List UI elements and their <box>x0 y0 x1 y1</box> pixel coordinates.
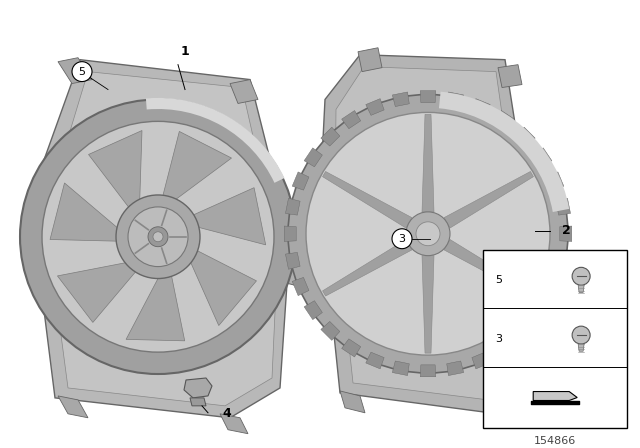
Polygon shape <box>38 184 75 214</box>
Polygon shape <box>556 198 570 215</box>
Text: 5: 5 <box>79 67 86 77</box>
Polygon shape <box>510 224 535 388</box>
Polygon shape <box>444 240 533 296</box>
FancyBboxPatch shape <box>483 250 627 428</box>
Polygon shape <box>560 226 572 241</box>
Circle shape <box>128 207 188 267</box>
Circle shape <box>416 222 440 246</box>
Ellipse shape <box>20 99 296 374</box>
Text: 3: 3 <box>495 334 502 344</box>
Polygon shape <box>472 352 490 369</box>
Polygon shape <box>472 99 490 115</box>
Polygon shape <box>420 91 436 103</box>
Ellipse shape <box>42 121 274 352</box>
Circle shape <box>572 267 590 285</box>
Polygon shape <box>358 48 382 72</box>
Circle shape <box>572 326 590 344</box>
Polygon shape <box>520 221 542 244</box>
Polygon shape <box>498 65 522 87</box>
Polygon shape <box>45 72 278 406</box>
Polygon shape <box>447 92 463 107</box>
Circle shape <box>153 232 163 242</box>
Polygon shape <box>292 172 309 190</box>
Polygon shape <box>340 391 365 413</box>
Polygon shape <box>304 148 323 167</box>
Polygon shape <box>556 252 570 269</box>
Polygon shape <box>230 80 258 103</box>
Circle shape <box>288 95 568 373</box>
Polygon shape <box>534 148 552 167</box>
Circle shape <box>306 112 550 355</box>
Circle shape <box>116 195 200 279</box>
Text: 5: 5 <box>495 275 502 285</box>
Polygon shape <box>272 239 310 289</box>
Polygon shape <box>495 339 515 357</box>
Text: 2: 2 <box>562 224 571 237</box>
Circle shape <box>406 212 450 256</box>
Polygon shape <box>285 198 300 215</box>
Polygon shape <box>366 352 384 369</box>
Polygon shape <box>547 172 564 190</box>
Polygon shape <box>488 408 512 428</box>
Polygon shape <box>578 285 584 293</box>
Polygon shape <box>292 277 309 296</box>
Polygon shape <box>321 322 340 340</box>
Polygon shape <box>495 111 515 129</box>
Polygon shape <box>322 191 348 214</box>
Polygon shape <box>184 378 212 398</box>
Polygon shape <box>191 251 257 326</box>
Polygon shape <box>516 127 535 146</box>
Polygon shape <box>321 127 340 146</box>
Polygon shape <box>30 60 290 418</box>
Polygon shape <box>58 58 92 84</box>
Polygon shape <box>392 361 409 375</box>
Polygon shape <box>392 92 409 107</box>
Polygon shape <box>422 114 434 212</box>
Polygon shape <box>304 301 323 320</box>
Polygon shape <box>88 130 142 207</box>
Polygon shape <box>323 172 412 228</box>
Text: 1: 1 <box>180 45 189 58</box>
Text: 154866: 154866 <box>534 436 577 446</box>
Polygon shape <box>126 276 185 341</box>
Polygon shape <box>342 339 361 357</box>
Text: 4: 4 <box>222 407 231 420</box>
Polygon shape <box>58 396 88 418</box>
Circle shape <box>72 62 92 82</box>
Polygon shape <box>284 226 296 241</box>
Circle shape <box>148 227 168 247</box>
Polygon shape <box>285 252 300 269</box>
Polygon shape <box>50 183 117 241</box>
Polygon shape <box>335 67 518 400</box>
Polygon shape <box>220 414 248 434</box>
Text: 3: 3 <box>399 234 406 244</box>
Polygon shape <box>342 111 361 129</box>
Polygon shape <box>422 256 434 353</box>
Polygon shape <box>534 301 552 320</box>
Polygon shape <box>578 344 584 351</box>
Polygon shape <box>58 263 136 323</box>
Polygon shape <box>420 365 436 377</box>
Polygon shape <box>366 99 384 115</box>
Polygon shape <box>272 229 295 254</box>
Polygon shape <box>323 240 412 296</box>
Polygon shape <box>320 55 530 413</box>
Circle shape <box>392 229 412 249</box>
Polygon shape <box>194 188 266 245</box>
Polygon shape <box>447 361 463 375</box>
Polygon shape <box>533 392 577 401</box>
Polygon shape <box>516 322 535 340</box>
Polygon shape <box>163 131 232 199</box>
Polygon shape <box>444 172 533 228</box>
Polygon shape <box>190 398 206 406</box>
Polygon shape <box>547 277 564 296</box>
